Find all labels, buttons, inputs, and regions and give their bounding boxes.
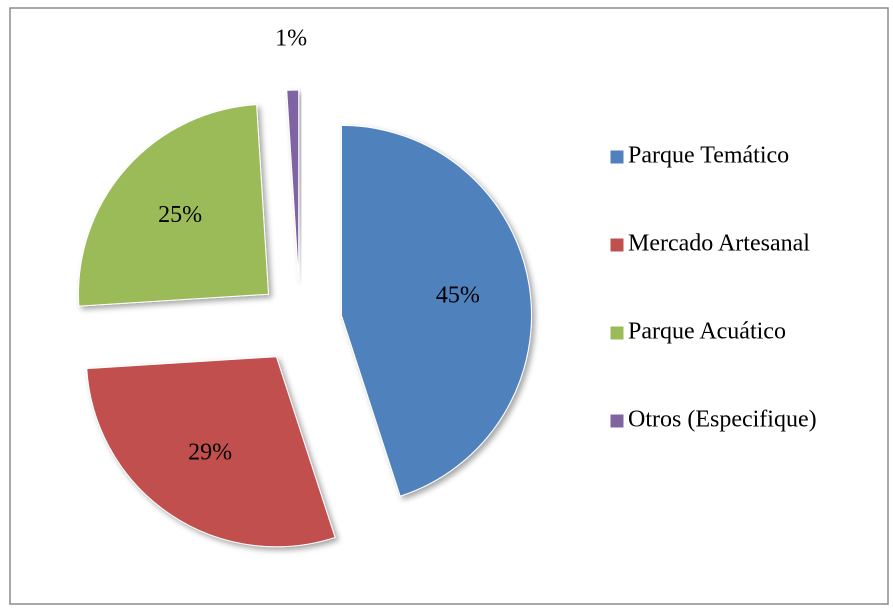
legend-label: Otros (Especifique): [628, 407, 817, 433]
legend-label: Parque Temático: [628, 143, 789, 169]
data-label: 29%: [188, 440, 232, 466]
pie-slice: [286, 89, 300, 281]
legend-label: Parque Acuático: [628, 319, 786, 345]
legend-swatch: [609, 325, 625, 341]
legend-swatch: [609, 413, 625, 429]
pie-slice: [86, 356, 336, 548]
legend-swatch: [609, 149, 625, 165]
data-label: 1%: [275, 26, 307, 52]
pie-slice: [77, 104, 270, 307]
data-label: 25%: [158, 202, 202, 228]
pie-slice: [340, 124, 532, 497]
legend-label: Mercado Artesanal: [628, 231, 810, 257]
data-label: 45%: [436, 283, 480, 309]
legend-swatch: [609, 237, 625, 253]
